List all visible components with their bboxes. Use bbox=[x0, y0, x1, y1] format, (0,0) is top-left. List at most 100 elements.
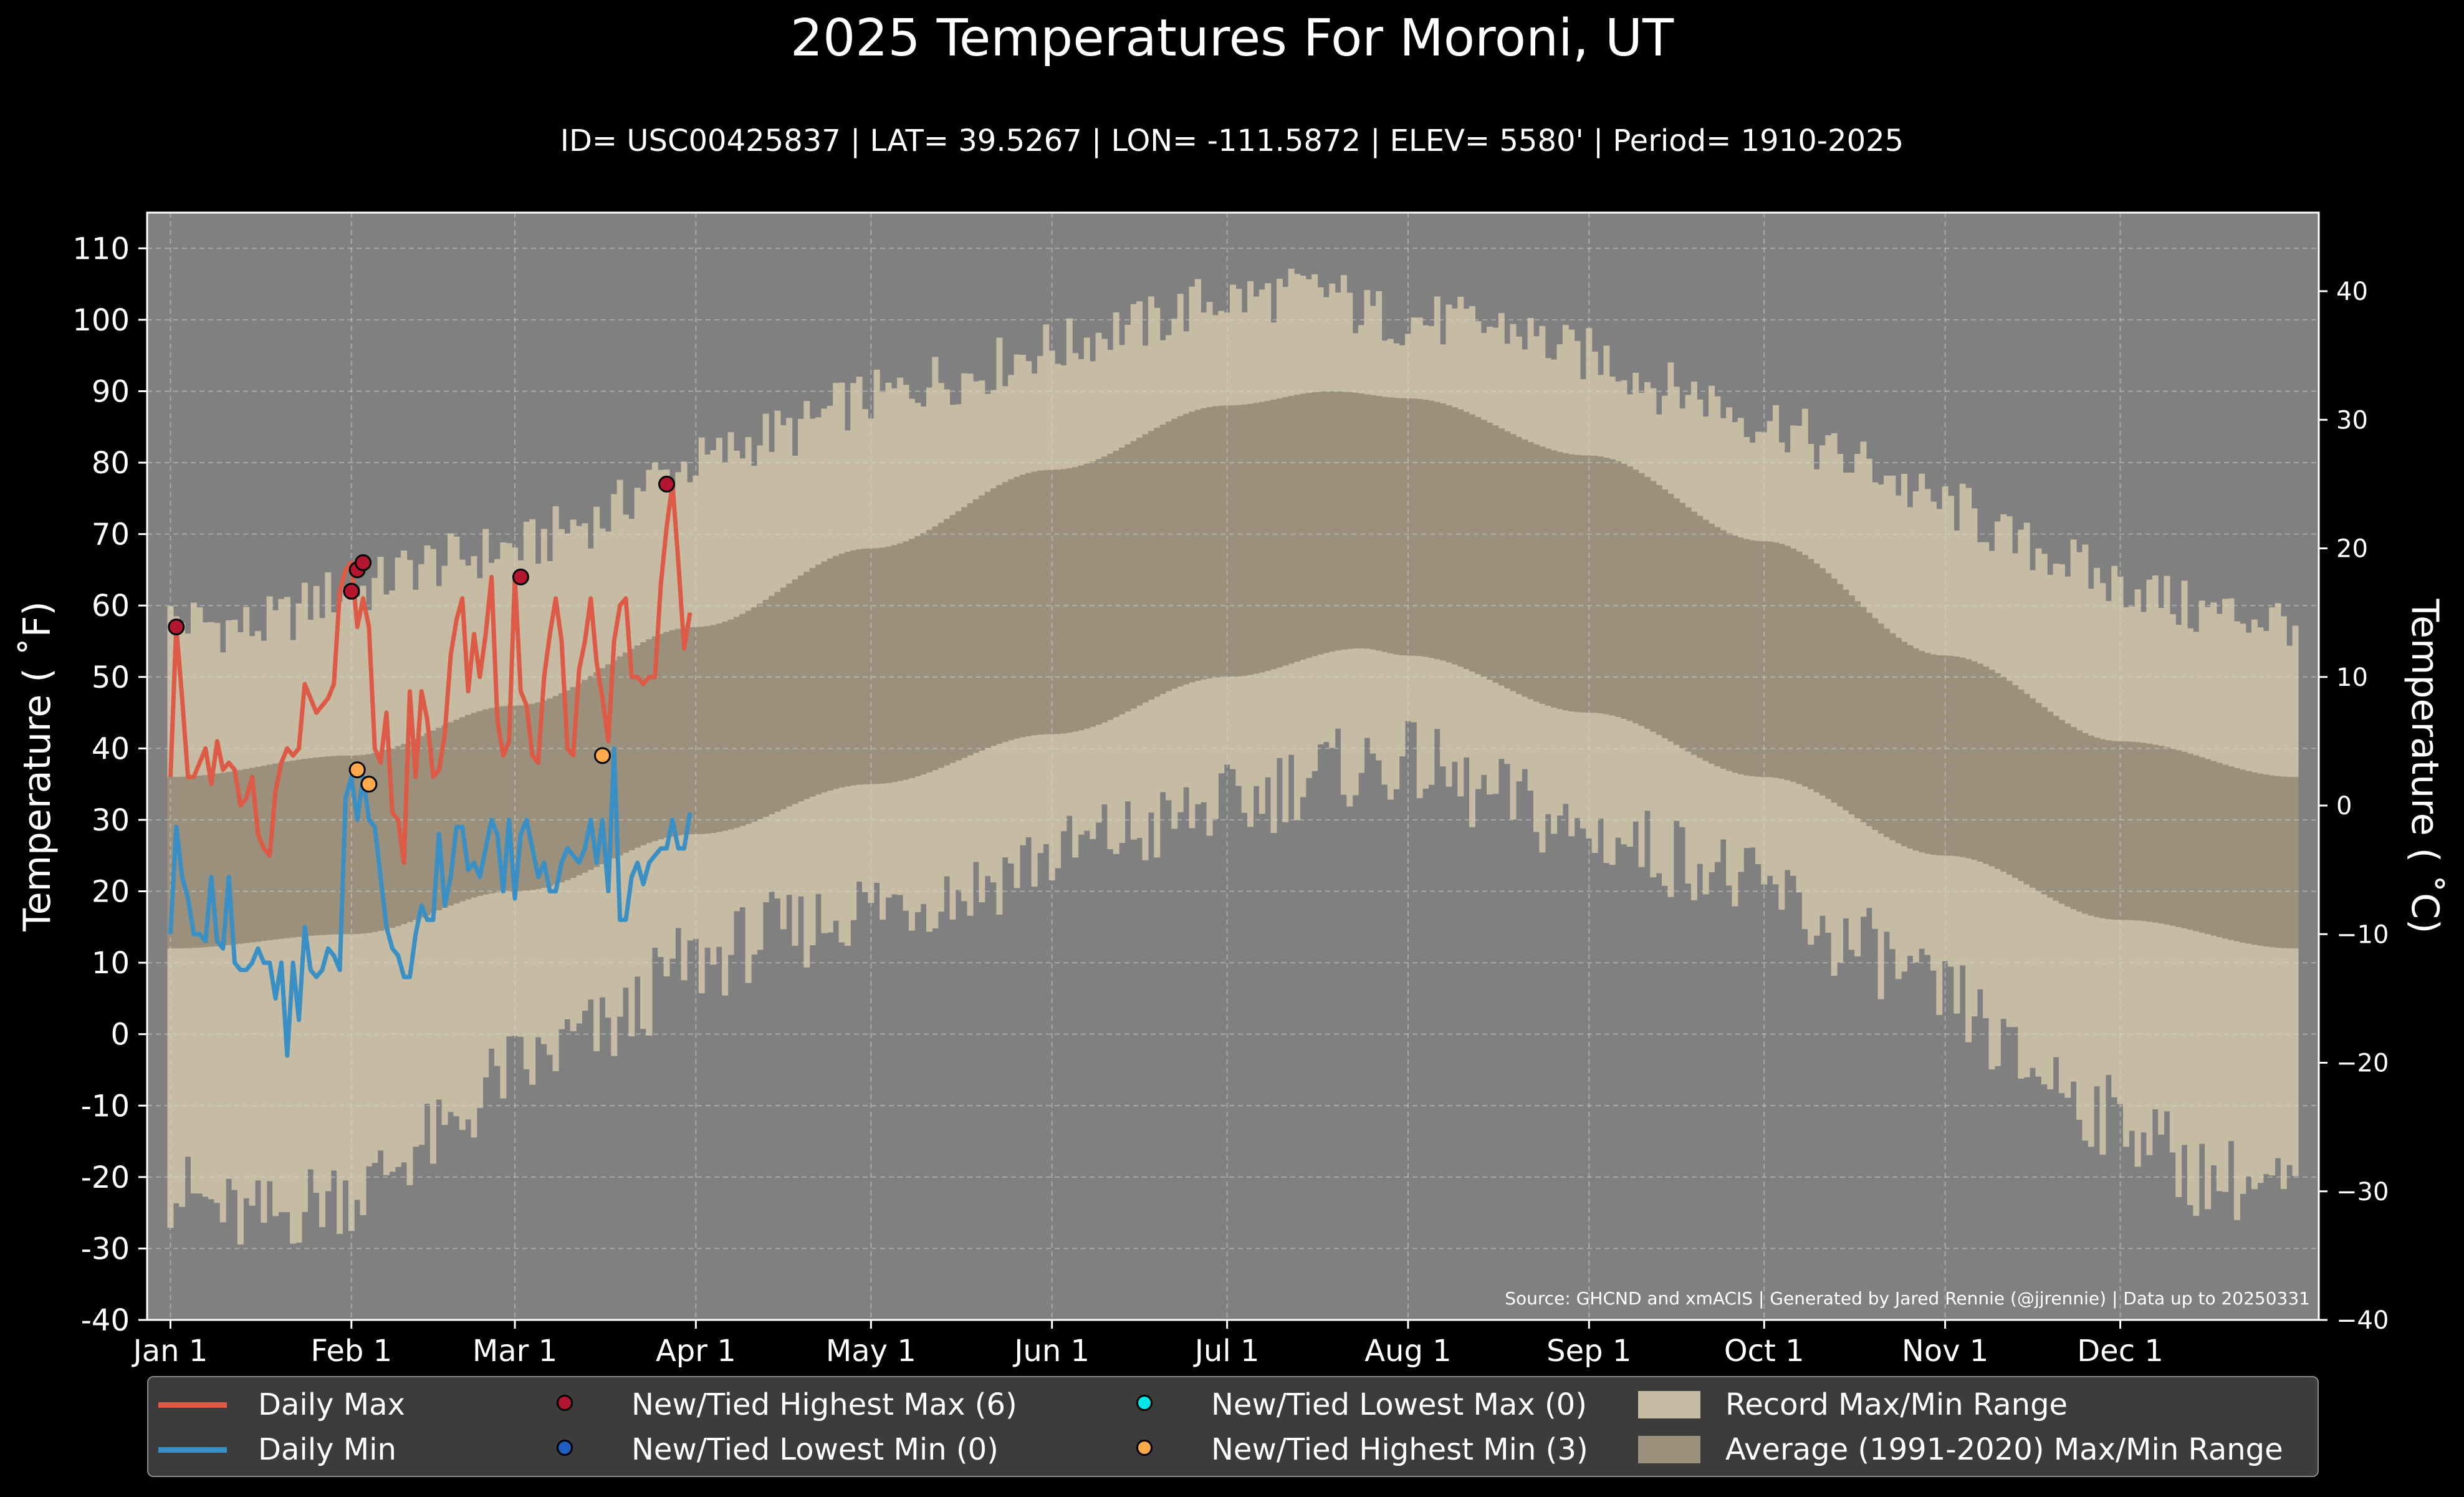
normal-bar bbox=[1515, 436, 1522, 695]
normal-bar bbox=[2140, 743, 2147, 922]
normal-bar bbox=[663, 632, 670, 838]
normal-bar bbox=[1282, 397, 1289, 666]
normal-bar bbox=[1241, 404, 1248, 676]
normal-bar bbox=[1598, 456, 1604, 714]
x-tick-label: Jun 1 bbox=[1012, 1334, 1090, 1369]
normal-bar bbox=[1860, 607, 1867, 822]
y-axis-label: Temperature ( ˚F) bbox=[16, 601, 59, 932]
x-tick-label: Apr 1 bbox=[656, 1334, 736, 1369]
y2-tick-label: −20 bbox=[2336, 1049, 2389, 1078]
normal-bar bbox=[1498, 428, 1505, 686]
normal-bar bbox=[1019, 474, 1026, 738]
normal-bar bbox=[1136, 437, 1143, 706]
normal-bar bbox=[944, 519, 951, 766]
normal-bar bbox=[1912, 648, 1919, 851]
normal-bar bbox=[1218, 405, 1225, 678]
y2-tick-label: 20 bbox=[2336, 535, 2368, 564]
normal-bar bbox=[914, 536, 921, 777]
normal-bar bbox=[1189, 412, 1196, 683]
normal-bar bbox=[459, 717, 466, 902]
normal-bar bbox=[2030, 698, 2036, 888]
normal-bar bbox=[2269, 775, 2276, 948]
record-marker bbox=[360, 776, 378, 793]
normal-bar bbox=[488, 708, 495, 893]
normal-bar bbox=[517, 705, 524, 892]
normal-bar bbox=[383, 750, 390, 930]
normal-bar bbox=[2222, 764, 2229, 939]
normal-bar bbox=[2164, 747, 2170, 925]
normal-bar bbox=[1749, 540, 1756, 777]
normal-bar bbox=[436, 728, 443, 911]
legend-label: Average (1991-2020) Max/Min Range bbox=[1725, 1432, 2283, 1467]
normal-bar bbox=[2286, 777, 2293, 949]
y-tick-label: 70 bbox=[92, 517, 130, 552]
y-tick-label: 20 bbox=[92, 875, 130, 910]
normal-bar bbox=[1090, 461, 1096, 727]
normal-bar bbox=[1942, 655, 1949, 856]
normal-bar bbox=[1720, 530, 1727, 769]
normal-bar bbox=[576, 683, 583, 875]
normal-bar bbox=[1206, 407, 1213, 679]
normal-bar bbox=[465, 715, 472, 900]
normal-bar bbox=[1626, 466, 1633, 721]
normal-bar bbox=[622, 652, 629, 853]
normal-bar bbox=[2152, 744, 2159, 923]
normal-bar bbox=[1819, 568, 1826, 796]
normal-bar bbox=[1527, 441, 1534, 700]
y-tick-label: 10 bbox=[92, 946, 130, 981]
normal-bar bbox=[1119, 447, 1126, 715]
record-marker bbox=[512, 568, 529, 585]
normal-bar bbox=[313, 757, 320, 936]
normal-bar bbox=[949, 515, 956, 763]
normal-bar bbox=[418, 736, 425, 918]
normal-bar bbox=[1533, 444, 1540, 702]
normal-bar bbox=[786, 583, 793, 807]
normal-bar bbox=[540, 700, 547, 888]
normal-bar bbox=[190, 776, 197, 948]
normal-bar bbox=[1697, 516, 1704, 758]
legend-label: New/Tied Highest Max (6) bbox=[631, 1387, 1017, 1422]
normal-bar bbox=[2275, 776, 2281, 948]
normal-bar bbox=[441, 724, 448, 908]
normal-bar bbox=[2263, 774, 2270, 947]
normal-bar bbox=[2035, 703, 2042, 892]
normal-bar bbox=[1235, 405, 1242, 676]
normal-bar bbox=[284, 761, 290, 938]
normal-bar bbox=[1883, 628, 1890, 837]
normal-bar bbox=[1965, 659, 1972, 859]
daily-max-line bbox=[168, 481, 693, 865]
y-tick-label: -10 bbox=[81, 1089, 130, 1124]
normal-bar bbox=[1055, 469, 1062, 734]
normal-bar bbox=[1901, 642, 1908, 847]
normal-bar bbox=[1411, 398, 1417, 656]
normal-bar bbox=[809, 568, 816, 797]
normal-bar bbox=[739, 614, 746, 826]
y2-axis-label: Temperature ( ˚C) bbox=[2403, 599, 2447, 934]
normal-bar bbox=[547, 698, 554, 887]
normal-bar bbox=[1591, 455, 1598, 713]
normal-bar bbox=[1732, 535, 1738, 773]
normal-bar bbox=[2111, 741, 2118, 920]
normal-bar bbox=[1761, 541, 1768, 777]
x-tick-label: Mar 1 bbox=[472, 1334, 557, 1369]
y-tick-label: 100 bbox=[72, 303, 130, 338]
normal-bar bbox=[727, 619, 734, 830]
normal-bar bbox=[1230, 405, 1236, 677]
normal-bar bbox=[605, 664, 611, 862]
normal-bar bbox=[2122, 741, 2129, 920]
normal-bar bbox=[325, 756, 332, 935]
normal-bar bbox=[926, 529, 932, 773]
normal-bar bbox=[1673, 498, 1680, 745]
y-tick-label: 110 bbox=[72, 231, 130, 266]
normal-bar bbox=[2006, 681, 2013, 875]
normal-bar bbox=[1323, 391, 1330, 653]
normal-bar bbox=[2146, 743, 2153, 922]
normal-bar bbox=[1994, 673, 2001, 869]
normal-bar bbox=[214, 773, 221, 946]
record-marker bbox=[355, 554, 372, 571]
normal-bar bbox=[972, 499, 979, 753]
normal-bar bbox=[1545, 448, 1551, 706]
normal-bar bbox=[1393, 398, 1400, 655]
normal-bar bbox=[354, 755, 361, 935]
normal-bar bbox=[2233, 768, 2240, 941]
